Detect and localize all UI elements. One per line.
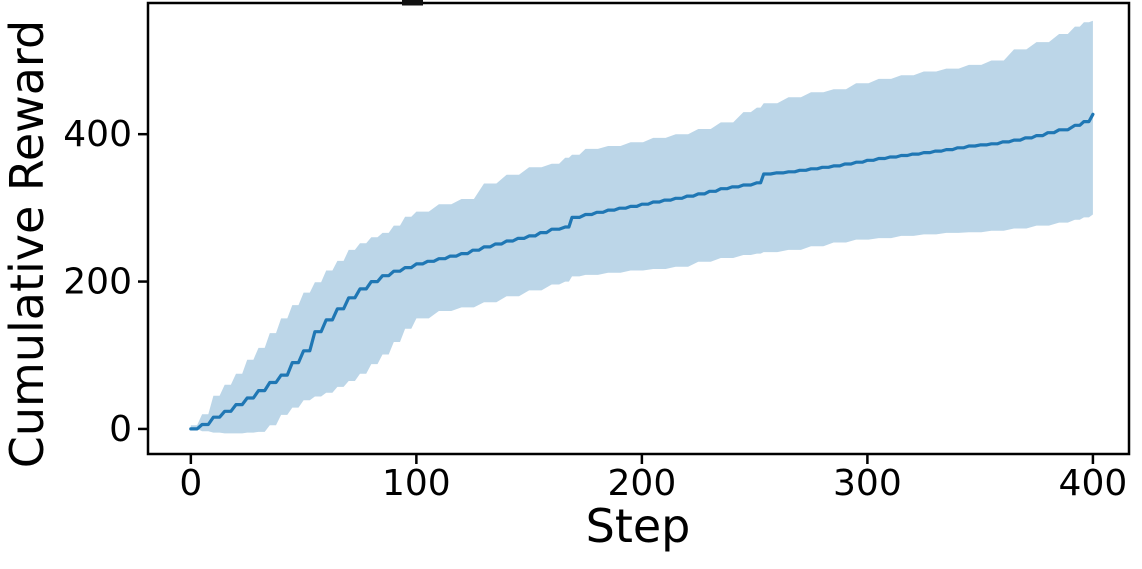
x-tick-label: 0	[179, 463, 202, 504]
x-tick-label: 200	[608, 463, 677, 504]
y-tick-label: 0	[109, 409, 132, 450]
x-tick-label: 300	[833, 463, 902, 504]
y-tick-label: 200	[63, 262, 132, 303]
y-tick-label: 400	[63, 114, 132, 155]
x-tick-label: 400	[1059, 463, 1128, 504]
x-axis-label: Step	[585, 499, 691, 553]
y-axis-label: Cumulative Reward	[0, 19, 54, 469]
confidence-band	[190, 20, 1093, 434]
mean-line	[189, 112, 1095, 431]
x-tick-label: 100	[382, 463, 451, 504]
plot-frame	[146, 1, 1131, 456]
cropped-title-fragment	[402, 0, 423, 6]
